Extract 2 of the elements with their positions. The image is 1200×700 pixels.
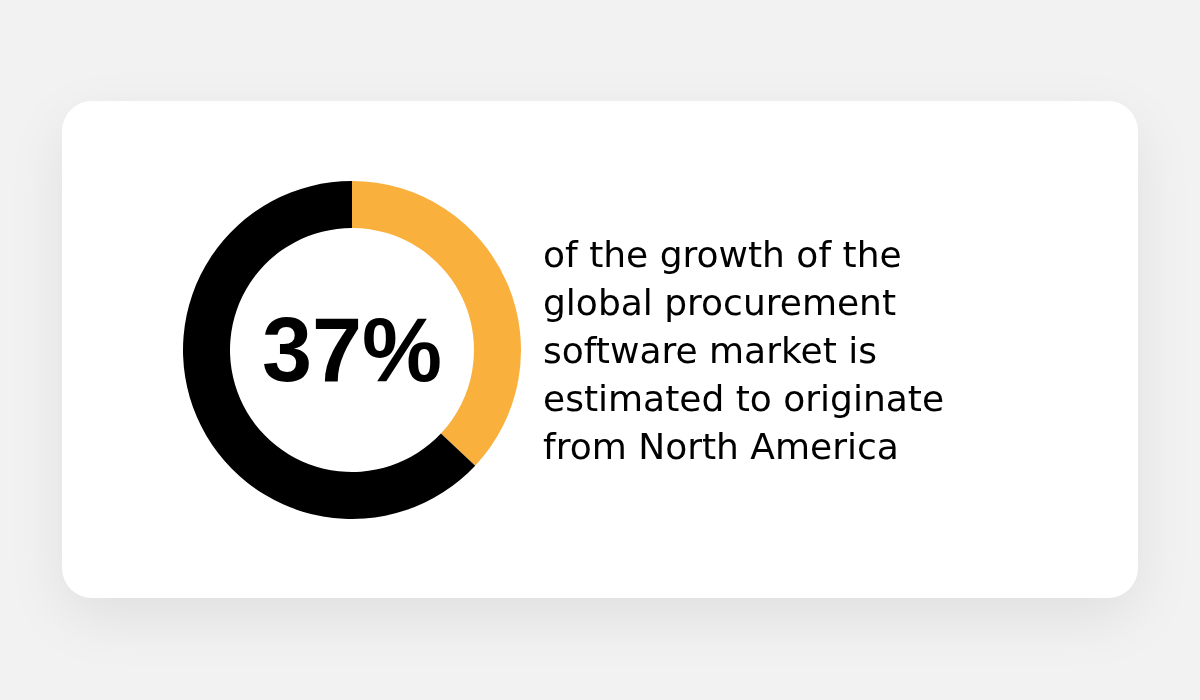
text: of the growth of the global procurement software market is estimated to originate from North America (543, 233, 946, 469)
data-label: 37% (261, 300, 443, 400)
